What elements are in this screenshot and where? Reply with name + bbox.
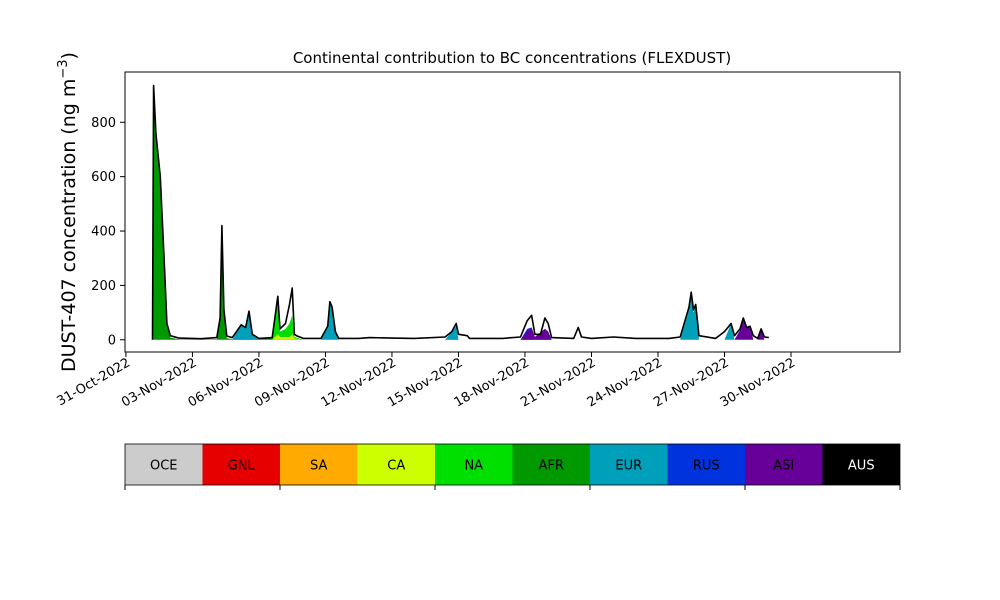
plot-area <box>124 71 901 353</box>
legend-label-sa: SA <box>310 459 327 474</box>
y-axis-label-main: DUST-407 concentration (ng m <box>58 79 80 372</box>
legend-swatch-afr <box>512 444 590 485</box>
y-tick-label: 600 <box>91 170 116 185</box>
y-tick-label: 800 <box>91 116 116 131</box>
legend-swatch-sa <box>280 444 358 485</box>
stacked-areas <box>152 95 765 340</box>
legend-frame <box>124 443 901 486</box>
y-axis-label-close: ) <box>58 52 80 59</box>
y-tick-label: 200 <box>91 279 116 294</box>
chart-title: Continental contribution to BC concentra… <box>293 49 731 67</box>
total-concentration-line <box>151 84 769 340</box>
legend-swatch-eur <box>590 444 668 485</box>
total-line-group <box>151 84 769 340</box>
legend-label-afr: AFR <box>539 459 564 474</box>
area-eur <box>232 296 735 340</box>
legend-label-rus: RUS <box>693 459 720 474</box>
y-axis-label: DUST-407 concentration (ng m−3) <box>56 52 80 372</box>
legend-swatch-asi <box>745 444 823 485</box>
legend-label-asi: ASI <box>773 459 794 474</box>
legend-swatch-oce <box>125 444 203 485</box>
legend-label-eur: EUR <box>615 459 642 474</box>
y-tick-label: 400 <box>91 225 116 240</box>
legend-label-gnl: GNL <box>228 459 256 474</box>
legend-label-na: NA <box>464 459 483 474</box>
area-ca <box>272 334 304 340</box>
y-axis-label-unit-superscript: −3 <box>56 59 71 78</box>
legend-label-ca: CA <box>387 459 405 474</box>
plot-frame <box>124 71 901 353</box>
legend-label-oce: OCE <box>150 459 178 474</box>
legend-swatch-rus <box>667 444 745 485</box>
legend-swatch-ca <box>357 444 435 485</box>
y-axis-ticks: 0 200 400 600 800 <box>91 116 125 348</box>
region-colorbar-legend: OCE GNL SA CA NA AFR EUR RUS ASI AUS <box>124 443 901 490</box>
legend-swatch-na <box>435 444 513 485</box>
y-tick-label: 0 <box>108 333 116 348</box>
legend-swatch-aus <box>822 444 900 485</box>
legend-swatch-gnl <box>202 444 280 485</box>
legend-label-aus: AUS <box>848 459 875 474</box>
area-asi <box>520 318 765 340</box>
